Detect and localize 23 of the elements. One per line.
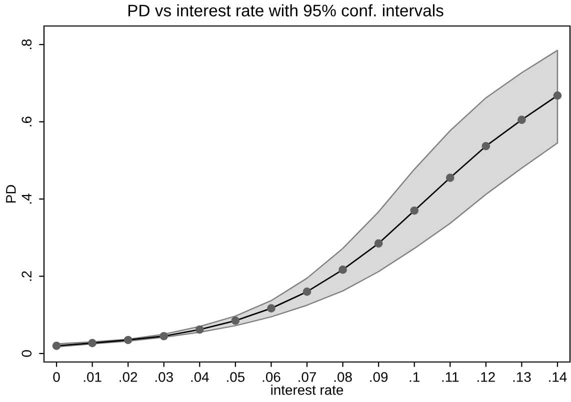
x-tick-label: .1 bbox=[410, 372, 420, 382]
x-tick-label: .04 bbox=[191, 372, 209, 382]
x-tick-label: .07 bbox=[298, 372, 316, 382]
x-tick-label: .03 bbox=[155, 372, 173, 382]
chart-title: PD vs interest rate with 95% conf. intervals bbox=[128, 4, 444, 16]
x-tick-label: .09 bbox=[370, 372, 388, 382]
x-tick-label: .11 bbox=[442, 372, 459, 382]
x-tick-label: .08 bbox=[334, 372, 352, 382]
y-tick-label: .4 bbox=[22, 194, 32, 204]
x-tick-label: 0 bbox=[53, 372, 60, 382]
x-tick-label: .01 bbox=[84, 372, 102, 382]
x-tick-label: .06 bbox=[262, 372, 280, 382]
x-axis-title: interest rate bbox=[271, 384, 344, 395]
y-tick-label: 0 bbox=[22, 350, 32, 357]
x-tick-label: .02 bbox=[120, 372, 138, 382]
y-tick-label: .8 bbox=[22, 39, 32, 50]
y-tick-label: .2 bbox=[22, 271, 32, 281]
x-tick-label: .14 bbox=[549, 372, 567, 382]
y-tick-label: .6 bbox=[22, 116, 32, 126]
x-tick-label: .05 bbox=[227, 372, 245, 382]
x-tick-label: .13 bbox=[513, 372, 531, 382]
y-axis-title: PD bbox=[6, 185, 16, 203]
x-tick-label: .12 bbox=[478, 372, 495, 382]
